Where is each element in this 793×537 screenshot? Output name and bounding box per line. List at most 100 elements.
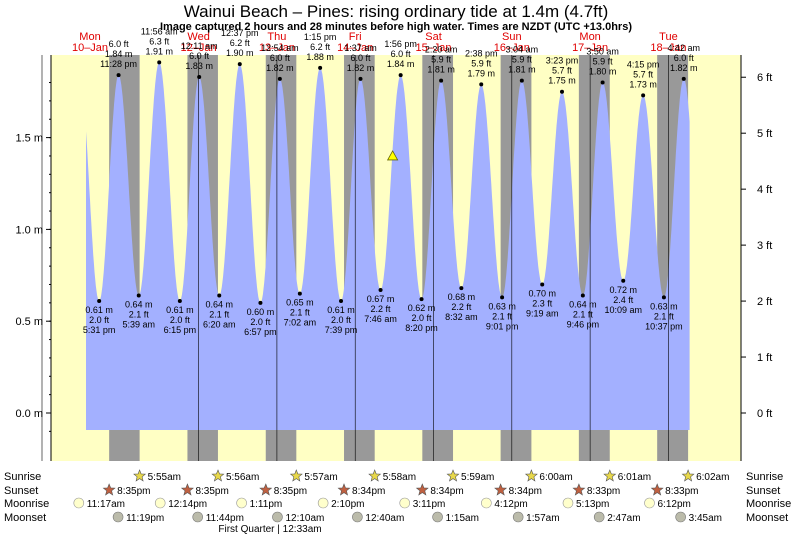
high-tide-line1: 3:23 pm [546, 56, 579, 66]
moonset-time: 12:10am [285, 513, 324, 524]
low-tide-time: 9:19 am [526, 308, 559, 318]
high-tide-line2: 5.9 ft [431, 55, 452, 65]
moonset-time: 1:57am [526, 513, 559, 524]
day-date: 12–Jan [181, 42, 217, 54]
low-tide-time: 6:15 pm [164, 325, 197, 335]
tide-extreme-labels: 0.61 m2.0 ft5:31 pm6.0 ft1.84 m11:28 pm0… [83, 26, 700, 337]
day-date: 14–Jan [337, 42, 373, 54]
low-tide-dot [500, 295, 505, 300]
day-name: Tue [659, 31, 678, 43]
sunrise-star-icon [446, 469, 460, 482]
low-tide-time: 10:09 am [604, 305, 642, 315]
high-tide-dot [358, 76, 363, 81]
high-tide-line2: 6.0 ft [189, 51, 210, 61]
low-tide-metres: 0.64 m [569, 299, 597, 309]
left-axis-metres: 0.0 m 0.5 m 1.0 m 1.5 m [15, 55, 52, 461]
low-tide-metres: 0.72 m [609, 285, 637, 295]
sunset-star-icon [259, 483, 273, 496]
chart-subtitle: Image captured 2 hours and 28 minutes be… [160, 21, 632, 33]
right-tick-label: 3 ft [757, 240, 772, 252]
sunrise-time: 5:58am [383, 472, 416, 483]
high-tide-line2: 5.9 ft [471, 58, 492, 68]
left-tick-label: 0.0 m [15, 408, 43, 420]
high-tide-line2: 5.7 ft [552, 66, 573, 76]
moonset-moon-icon [192, 511, 204, 523]
low-tide-dot [540, 282, 545, 287]
moonrise-moon-icon [154, 497, 166, 509]
high-tide-dot [439, 78, 444, 83]
high-tide-dot [479, 82, 484, 87]
high-tide-line1: 2:38 pm [465, 48, 498, 58]
low-tide-time: 7:46 am [364, 314, 397, 324]
moonrise-moon-icon [317, 497, 329, 509]
low-tide-dot [217, 293, 222, 298]
low-tide-feet: 2.1 ft [209, 309, 230, 319]
moonrise-time: 4:12pm [494, 499, 527, 510]
day-date: 18–Jan [650, 42, 686, 54]
low-tide-metres: 0.65 m [286, 298, 314, 308]
moonrise-time: 2:10pm [331, 499, 364, 510]
sunrise-star-icon [681, 469, 695, 482]
sunrise-time: 6:02am [696, 472, 729, 483]
high-tide-line3: 1.75 m [548, 76, 576, 86]
moonrise-time: 1:11pm [250, 499, 283, 510]
low-tide-feet: 2.0 ft [170, 315, 191, 325]
day-name: Mon [579, 31, 600, 43]
low-tide-feet: 2.0 ft [89, 315, 110, 325]
low-tide-dot [297, 291, 302, 296]
low-tide-time: 10:37 pm [645, 321, 683, 331]
moonset-row-label-left: Moonset [4, 512, 46, 524]
sunrise-time: 5:56am [226, 472, 259, 483]
moonset-moon-icon [432, 511, 443, 523]
moonset-time: 11:44pm [206, 513, 244, 524]
sunrise-time: 5:59am [461, 472, 494, 483]
low-tide-time: 6:20 am [203, 319, 236, 329]
moonset-time: 3:45am [689, 513, 722, 524]
left-tick-label: 1.0 m [15, 224, 43, 236]
moonrise-moon-icon [73, 497, 85, 509]
sunrise-time: 5:57am [304, 472, 337, 483]
sunset-star-icon [572, 483, 586, 496]
high-tide-dot [641, 93, 646, 98]
left-tick-label: 1.5 m [15, 133, 43, 145]
low-tide-time: 6:57 pm [244, 327, 277, 337]
sunset-time: 8:35pm [117, 486, 150, 497]
high-tide-line1: 1:15 pm [304, 32, 337, 42]
sunrise-time: 6:01am [618, 472, 651, 483]
sunrise-row-label-left: Sunrise [4, 471, 41, 483]
sunset-time: 8:35pm [274, 486, 307, 497]
high-tide-dot [116, 73, 121, 78]
low-tide-dot [621, 278, 626, 283]
moonset-moon-icon [675, 511, 686, 523]
moonrise-moon-icon [236, 497, 247, 509]
high-tide-line3: 1.80 m [589, 67, 617, 77]
right-tick-label: 0 ft [757, 408, 772, 420]
sunset-time: 8:33pm [665, 486, 698, 497]
low-tide-feet: 2.0 ft [250, 317, 271, 327]
sunset-time: 8:34pm [509, 486, 542, 497]
low-tide-dot [177, 299, 182, 304]
low-tide-time: 8:32 am [445, 312, 478, 322]
moonset-moon-icon [352, 511, 363, 523]
low-tide-metres: 0.64 m [206, 299, 234, 309]
right-tick-label: 5 ft [757, 128, 772, 140]
high-tide-line3: 1.84 m [387, 59, 415, 69]
sunset-row-label-left: Sunset [4, 485, 38, 497]
low-tide-metres: 0.67 m [367, 294, 395, 304]
high-tide-line2: 6.0 ft [391, 49, 412, 59]
low-tide-dot [339, 299, 344, 304]
day-name: Thu [267, 31, 286, 43]
high-tide-line3: 1.90 m [226, 48, 254, 58]
high-tide-dot [197, 75, 202, 80]
low-tide-time: 7:39 pm [325, 325, 358, 335]
sunset-star-icon [102, 483, 116, 496]
low-tide-metres: 0.70 m [528, 288, 556, 298]
high-tide-line2: 1.84 m [105, 49, 133, 59]
low-tide-time: 8:20 pm [405, 323, 438, 333]
high-tide-line3: 1.83 m [185, 61, 213, 71]
moonrise-time: 12:14pm [168, 499, 207, 510]
high-tide-dot [398, 73, 403, 78]
high-tide-line1: 3:50 am [586, 47, 619, 57]
high-tide-line3: 1.82 m [670, 63, 698, 73]
